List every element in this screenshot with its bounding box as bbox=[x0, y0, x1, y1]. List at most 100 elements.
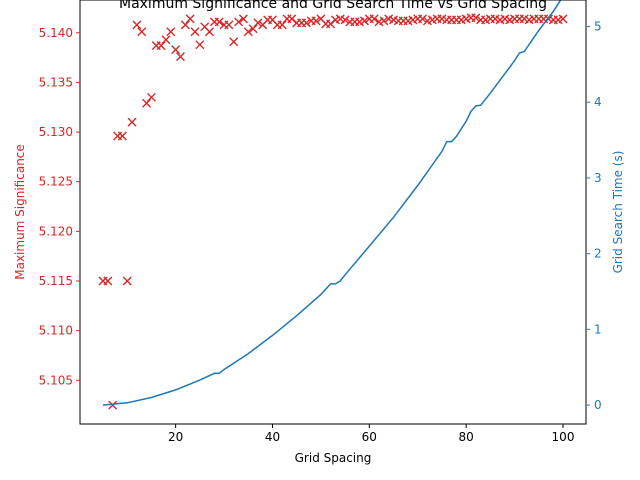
marker-stroke bbox=[243, 27, 253, 37]
marker-stroke bbox=[142, 98, 152, 108]
significance-point bbox=[195, 40, 205, 50]
marker-stroke bbox=[490, 14, 500, 24]
y-right-tick-label: 0 bbox=[594, 398, 602, 412]
marker-stroke bbox=[117, 131, 127, 141]
significance-point bbox=[137, 27, 147, 37]
significance-point bbox=[185, 14, 195, 24]
marker-stroke bbox=[132, 20, 142, 30]
significance-point bbox=[214, 17, 224, 27]
marker-stroke bbox=[200, 22, 210, 32]
significance-point bbox=[142, 98, 152, 108]
marker-stroke bbox=[137, 27, 147, 37]
marker-stroke bbox=[277, 20, 287, 30]
marker-stroke bbox=[156, 41, 166, 51]
significance-point bbox=[171, 45, 181, 55]
x-tick-label: 40 bbox=[265, 430, 280, 444]
y-left-tick-label: 5.140 bbox=[39, 26, 73, 40]
significance-point bbox=[190, 27, 200, 37]
marker-stroke bbox=[234, 17, 244, 27]
marker-stroke bbox=[471, 13, 481, 23]
marker-stroke bbox=[127, 117, 137, 127]
significance-point bbox=[127, 117, 137, 127]
marker-stroke bbox=[161, 35, 171, 45]
y-left-tick-label: 5.115 bbox=[39, 274, 73, 288]
significance-point bbox=[108, 400, 118, 410]
marker-stroke bbox=[384, 14, 394, 24]
y-left-tick-label: 5.130 bbox=[39, 125, 73, 139]
marker-stroke bbox=[500, 14, 510, 24]
ticks: 20 40 60 80 1005.1055.1105.1155.1205.1255.13… bbox=[39, 20, 602, 445]
significance-point bbox=[132, 20, 142, 30]
significance-point bbox=[277, 20, 287, 30]
significance-point bbox=[311, 16, 321, 26]
y-right-tick-label: 4 bbox=[594, 95, 602, 109]
significance-point bbox=[301, 18, 311, 28]
significance-point bbox=[359, 16, 369, 26]
marker-stroke bbox=[238, 14, 248, 24]
marker-stroke bbox=[190, 27, 200, 37]
marker-stroke bbox=[418, 14, 428, 24]
y-left-tick-label: 5.125 bbox=[39, 175, 73, 189]
y-left-tick-label: 5.120 bbox=[39, 224, 73, 238]
y-right-axis-label: Grid Search Time (s) bbox=[611, 151, 625, 274]
significance-point bbox=[175, 52, 185, 62]
significance-point bbox=[224, 20, 234, 30]
significance-point bbox=[146, 92, 156, 102]
significance-point bbox=[369, 14, 379, 24]
marker-stroke bbox=[214, 17, 224, 27]
marker-stroke bbox=[195, 40, 205, 50]
search-time-series bbox=[102, 0, 562, 406]
significance-point bbox=[180, 20, 190, 30]
x-tick-label: 80 bbox=[459, 430, 474, 444]
significance-point bbox=[117, 131, 127, 141]
search-time-line bbox=[102, 0, 562, 406]
marker-stroke bbox=[369, 14, 379, 24]
marker-stroke bbox=[340, 15, 350, 25]
marker-stroke bbox=[224, 20, 234, 30]
marker-stroke bbox=[335, 14, 345, 24]
significance-point bbox=[558, 14, 568, 24]
marker-stroke bbox=[389, 15, 399, 25]
plot-frame bbox=[79, 0, 587, 425]
marker-stroke bbox=[205, 27, 215, 37]
significance-point bbox=[379, 16, 389, 26]
significance-point bbox=[340, 15, 350, 25]
y-right-tick-label: 1 bbox=[594, 322, 602, 336]
marker-stroke bbox=[311, 16, 321, 26]
significance-point bbox=[418, 14, 428, 24]
marker-stroke bbox=[558, 14, 568, 24]
marker-stroke bbox=[379, 16, 389, 26]
chart-title: Maximum Significance and Grid Search Tim… bbox=[119, 0, 547, 12]
significance-point bbox=[166, 27, 176, 37]
marker-stroke bbox=[359, 16, 369, 26]
marker-stroke bbox=[146, 92, 156, 102]
y-left-tick-label: 5.110 bbox=[39, 324, 73, 338]
marker-stroke bbox=[301, 18, 311, 28]
marker-stroke bbox=[171, 45, 181, 55]
significance-point bbox=[253, 18, 263, 28]
marker-stroke bbox=[180, 20, 190, 30]
significance-point bbox=[471, 13, 481, 23]
marker-stroke bbox=[108, 400, 118, 410]
x-axis-label: Grid Spacing bbox=[295, 451, 372, 465]
marker-stroke bbox=[103, 276, 113, 286]
y-left-axis-label: Maximum Significance bbox=[13, 144, 27, 280]
axes bbox=[79, 0, 587, 425]
significance-point bbox=[122, 276, 132, 286]
marker-stroke bbox=[287, 14, 297, 24]
y-right-tick-label: 3 bbox=[594, 171, 602, 185]
significance-point bbox=[205, 27, 215, 37]
x-tick-label: 60 bbox=[362, 430, 377, 444]
y-right-tick-label: 2 bbox=[594, 247, 602, 261]
significance-point bbox=[103, 276, 113, 286]
marker-stroke bbox=[519, 14, 529, 24]
x-tick-label: 100 bbox=[552, 430, 575, 444]
significance-point bbox=[161, 35, 171, 45]
significance-point bbox=[243, 27, 253, 37]
marker-stroke bbox=[185, 14, 195, 24]
marker-stroke bbox=[248, 24, 258, 34]
marker-stroke bbox=[316, 14, 326, 24]
significance-point bbox=[238, 14, 248, 24]
significance-point bbox=[248, 24, 258, 34]
